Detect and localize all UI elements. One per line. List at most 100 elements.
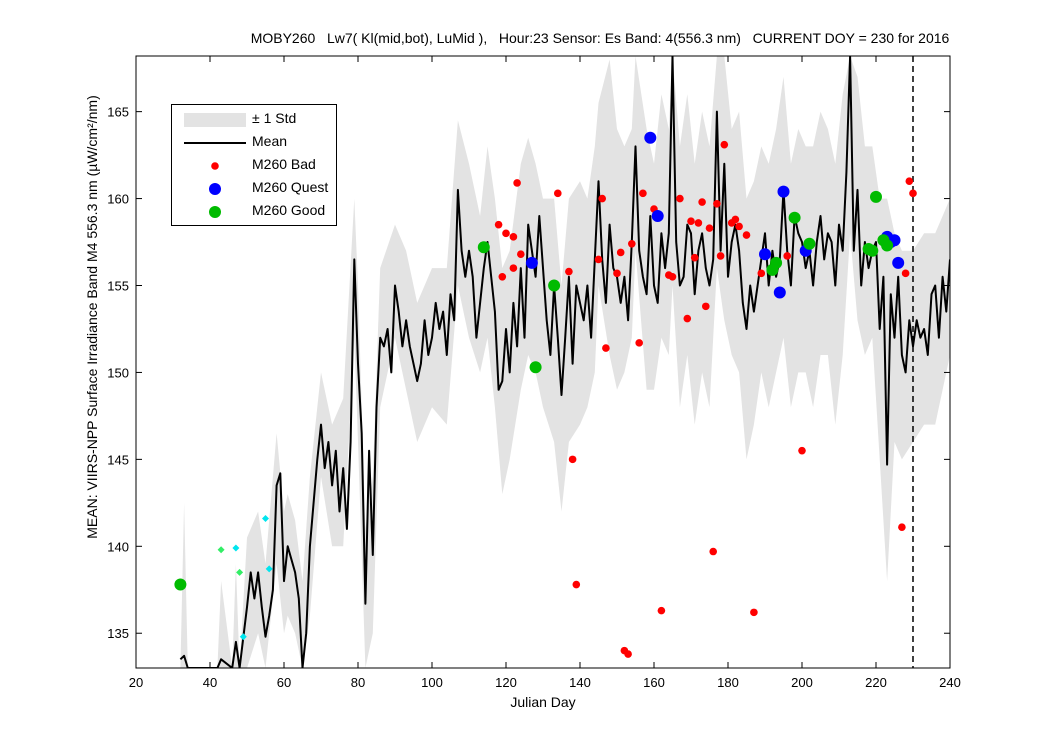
point-bad [554,189,562,198]
small-point [239,633,247,641]
point-bad [602,344,610,352]
plot-frame [135,55,951,669]
point-quest [892,256,905,269]
x-axis-label: Julian Day [510,694,576,710]
point-good [174,578,187,591]
legend-symbol [184,113,246,127]
point-bad [509,264,518,272]
point-bad [731,215,740,224]
point-bad [713,199,721,208]
point-bad [690,253,699,262]
std-band [180,56,950,668]
point-bad [735,222,743,231]
small-point [236,568,244,576]
point-bad [705,224,714,232]
y-tick-label: 145 [107,452,129,467]
x-tick-label: 200 [791,675,813,690]
legend-item: M260 Good [172,201,338,221]
x-tick-label: 140 [569,675,591,690]
point-bad [716,252,725,260]
mean-line [179,56,950,668]
legend-marker [211,162,219,170]
point-bad [898,523,906,531]
point-bad [572,580,581,589]
x-tick-label: 20 [129,675,143,690]
legend-band-swatch [184,113,246,127]
point-good [788,211,801,224]
small-point [265,565,273,573]
point-bad [687,217,695,225]
legend-marker [209,183,221,195]
legend-symbol [209,206,221,218]
point-bad [598,194,606,203]
point-quest [773,286,786,299]
point-bad [498,273,507,281]
point-bad [565,267,573,276]
point-bad [683,314,692,323]
y-tick-label: 135 [107,626,129,641]
point-bad [905,177,914,185]
small-point [262,514,269,522]
legend-label: M260 Good [252,202,326,218]
point-bad [494,220,503,229]
point-bad [568,455,577,464]
point-bad [798,446,806,455]
x-tick-label: 220 [865,675,887,690]
legend-item: M260 Bad [172,155,338,175]
y-tick-label: 150 [107,365,129,380]
point-quest [525,256,538,269]
legend-symbol [209,183,221,195]
point-bad [901,269,910,278]
y-tick-label: 165 [107,105,129,120]
point-bad [757,269,766,278]
point-bad [613,269,621,278]
point-bad [720,140,729,149]
point-bad [639,189,647,198]
point-good [803,237,816,250]
point-bad [624,650,632,658]
point-bad [750,608,758,617]
point-quest [644,131,657,144]
legend-item: Mean [172,132,338,152]
point-bad [657,606,666,615]
point-bad [694,219,703,227]
point-good [881,239,894,252]
x-tick-label: 120 [495,675,517,690]
small-point [232,544,240,552]
x-tick-label: 100 [421,675,443,690]
point-bad [635,339,643,347]
x-tick-label: 160 [643,675,665,690]
chart-title: MOBY260 Lw7( Kl(mid,bot), LuMid ), Hour:… [250,30,950,46]
x-tick-label: 60 [277,675,291,690]
point-bad [698,198,706,206]
x-tick-label: 240 [939,675,961,690]
legend-symbol [184,142,246,144]
point-bad [509,233,518,241]
point-bad [909,189,917,198]
point-good [548,279,561,292]
point-bad [783,252,791,260]
point-bad [616,248,625,257]
legend-label: Mean [252,133,288,149]
legend-marker [209,206,221,218]
point-bad [502,229,510,238]
point-bad [513,179,521,187]
point-bad [676,194,684,203]
point-good [866,244,879,257]
legend-label: M260 Quest [252,179,329,195]
point-bad [517,250,525,259]
point-bad [594,255,603,264]
point-bad [668,273,677,281]
point-quest [651,209,664,222]
legend: ± 1 Std Mean M260 Bad M260 Quest M260 Good [171,104,337,226]
x-tick-label: 80 [351,675,365,690]
point-good [529,361,542,374]
y-tick-label: 140 [107,539,129,554]
point-bad [628,239,636,248]
point-quest [777,185,790,198]
point-bad [709,547,717,556]
y-tick-label: 155 [107,279,129,294]
point-good [477,241,490,254]
point-good [870,190,882,203]
